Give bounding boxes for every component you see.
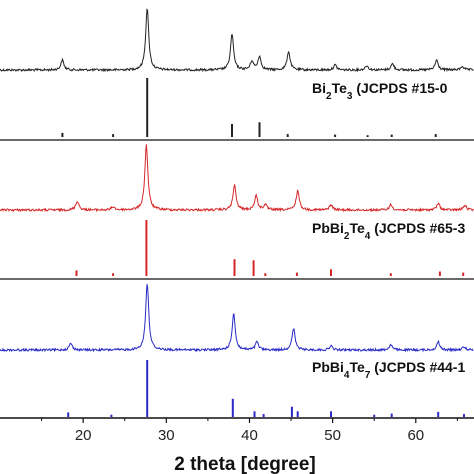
panel-label-part: Te <box>349 220 365 236</box>
xrd-pattern-line-3 <box>0 284 474 353</box>
panel-label-part: 2 <box>326 91 332 102</box>
x-tick-label: 50 <box>324 427 341 444</box>
panel-label-part: (JCPDS #15-0 <box>352 80 447 96</box>
x-tick-label: 60 <box>407 427 424 444</box>
panel-label-part: Bi <box>312 80 326 96</box>
panel-label-part: 3 <box>347 91 353 102</box>
x-tick-label: 20 <box>75 427 92 444</box>
xrd-pattern-line-1 <box>0 8 474 73</box>
x-axis: 20 30 40 50 60 <box>0 417 474 444</box>
panel-label-part: Te <box>349 359 365 375</box>
panel-label-part: 7 <box>365 370 371 381</box>
panel-label-part: PbBi <box>312 220 344 236</box>
xrd-pattern-line-2 <box>0 144 474 213</box>
panel-label-2: PbBi2Te4 (JCPDS #65-3 <box>312 220 465 242</box>
x-tick-label: 30 <box>158 427 175 444</box>
x-tick-label: 40 <box>241 427 258 444</box>
panel-label-part: 4 <box>365 231 371 242</box>
x-axis-title: 2 theta [degree] <box>174 454 315 474</box>
panel-label-part: Te <box>332 80 348 96</box>
panel-label-part: 4 <box>344 370 350 381</box>
xrd-patterns <box>0 8 474 353</box>
panel-label-part: 2 <box>344 231 350 242</box>
panel-label-3: PbBi4Te7 (JCPDS #44-1 <box>312 359 465 381</box>
panel-label-part: PbBi <box>312 359 344 375</box>
panel-label-part: (JCPDS #44-1 <box>370 359 465 375</box>
reference-lines <box>61 78 465 417</box>
panel-dividers <box>0 139 474 280</box>
panel-label-1: Bi2Te3 (JCPDS #15-0 <box>312 80 448 102</box>
panel-label-part: (JCPDS #65-3 <box>370 220 465 236</box>
